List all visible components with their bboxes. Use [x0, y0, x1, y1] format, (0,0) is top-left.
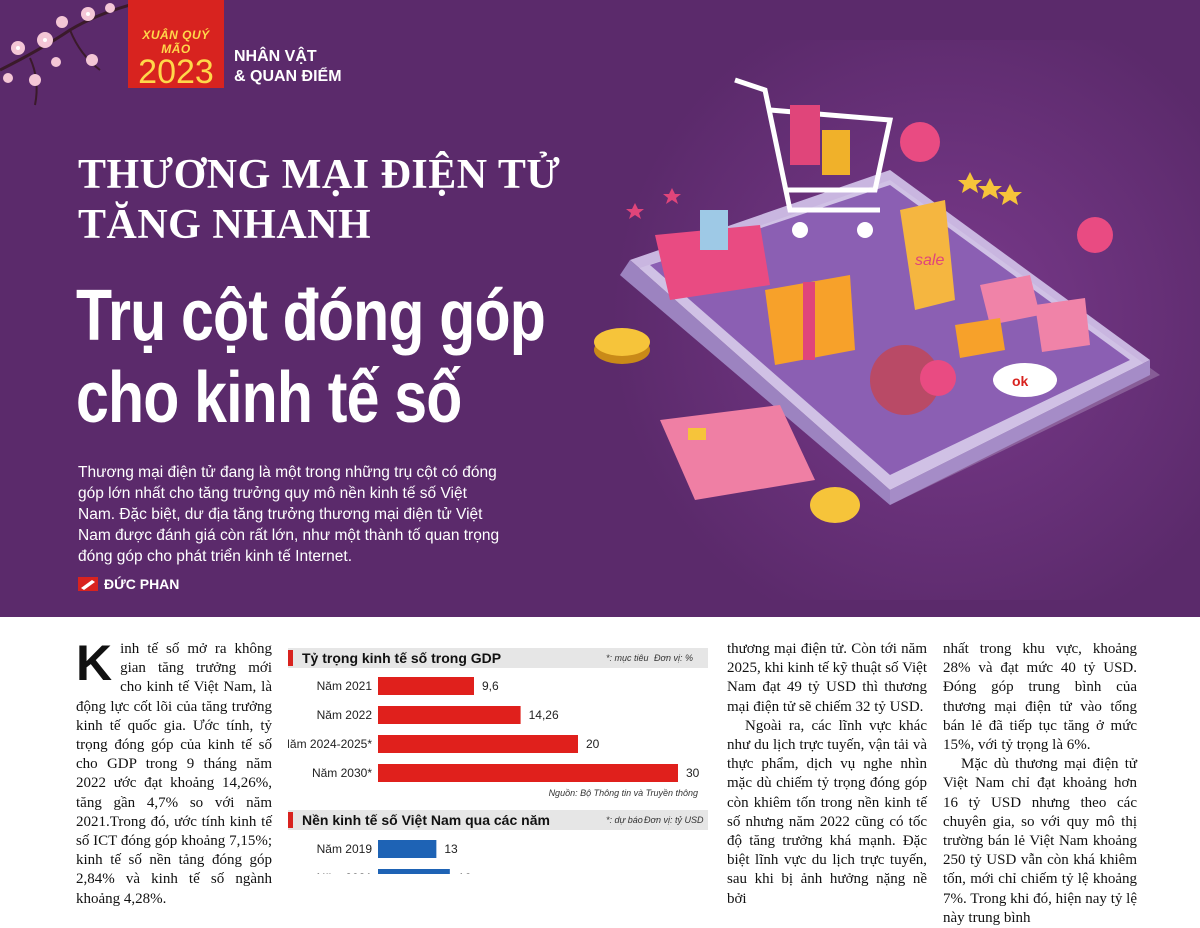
headline-line2: cho kinh tế số [76, 358, 462, 438]
chart-vietnam-digital-economy: Nền kinh tế số Việt Nam qua các năm *: d… [288, 810, 708, 874]
chart-digital-economy-gdp-share: Tỷ trọng kinh tế số trong GDP *: mục tiê… [281, 648, 708, 803]
chart-1-bar [378, 735, 578, 753]
chart-1-header: Tỷ trọng kinh tế số trong GDP *: mục tiê… [288, 648, 708, 668]
byline: ĐỨC PHAN [78, 576, 179, 592]
headline-line1: Trụ cột đóng góp [76, 276, 546, 356]
chart-2-category-label: Năm 2019 [317, 842, 373, 856]
kicker-line2: TĂNG NHANH [78, 202, 372, 248]
chart-1-note: *: mục tiêu [606, 653, 649, 663]
column-3-paragraph-1: thương mại điện tử. Còn tới năm 2025, kh… [727, 641, 927, 715]
section-label-line1: NHÂN VẬT [234, 48, 317, 65]
chart-1-bar [378, 677, 474, 695]
chart-2-bar [378, 840, 437, 858]
chart-1-source: Nguồn: Bộ Thông tin và Truyền thông [548, 788, 698, 798]
chart-1-category-label: Năm 2024-2025* [288, 737, 372, 751]
chart-2-accent [288, 812, 293, 828]
apricot-blossom-icon [0, 3, 131, 106]
chart-1-bar [378, 706, 521, 724]
tet-badge: XUÂN QUÝ MÃO 2023 [128, 0, 224, 91]
chart-2-bar [378, 869, 450, 874]
chart-1-value-label: 9,6 [482, 679, 499, 693]
chart-1-category-label: Năm 2022 [317, 708, 373, 722]
chart-2-unit: Đơn vị: tỷ USD [644, 815, 704, 825]
chart-1-bar [378, 764, 678, 782]
chart-1-value-label: 20 [586, 737, 600, 751]
chart-1-title: Tỷ trọng kinh tế số trong GDP [302, 650, 502, 666]
ecommerce-phone-illustration: sale ok [594, 77, 1160, 523]
section-label-line2: & QUAN ĐIỂM [234, 68, 342, 85]
article-headline: Trụ cột đóng góp cho kinh tế số [76, 275, 546, 439]
author-name: ĐỨC PHAN [104, 576, 180, 592]
chart-2-note: *: dự báo [606, 815, 643, 825]
svg-text:sale: sale [915, 252, 944, 269]
article-lead: Thương mại điện tử đang là một trong nhữ… [78, 464, 500, 565]
hero-banner: XUÂN QUÝ MÃO 2023 NHÂN VẬT & QUAN ĐIỂM T… [0, 0, 1200, 617]
article-column-4: nhất trong khu vực, khoảng 28% và đạt mứ… [943, 640, 1137, 928]
chart-2-category-label: Năm 2021 [317, 871, 373, 874]
svg-text:ok: ok [1012, 373, 1029, 389]
chart-1-value-label: 30 [686, 766, 700, 780]
chart-1-plot: Năm 2021 9,6 Năm 2022 14,26 Năm 2024-2025* 20… [281, 677, 700, 782]
chart-2-title: Nền kinh tế số Việt Nam qua các năm [302, 812, 550, 828]
article-kicker: THƯƠNG MẠI ĐIỆN TỬ TĂNG NHANH [78, 150, 598, 250]
pen-icon [78, 577, 98, 591]
chart-2-value-label: 16 [458, 871, 472, 874]
chart-1-accent [288, 650, 293, 666]
tet-label: XUÂN QUÝ MÃO [142, 28, 210, 56]
column-3-paragraph-2: Ngoài ra, các lĩnh vực khác như du lịch … [727, 717, 927, 907]
tet-year: 2023 [138, 53, 214, 91]
column-4-paragraph-1: nhất trong khu vực, khoảng 28% và đạt mứ… [943, 641, 1137, 754]
chart-1-value-label: 14,26 [529, 708, 559, 722]
article-column-3: thương mại điện tử. Còn tới năm 2025, kh… [727, 640, 927, 909]
chart-2-plot: Năm 2019 13 Năm 2021 16 [317, 840, 472, 874]
chart-2-header: Nền kinh tế số Việt Nam qua các năm *: d… [288, 810, 708, 830]
chart-2-value-label: 13 [444, 842, 458, 856]
chart-1-unit: Đơn vị: % [654, 653, 693, 663]
section-label: NHÂN VẬT & QUAN ĐIỂM [234, 47, 342, 87]
chart-1-category-label: Năm 2030* [312, 766, 372, 780]
column-4-paragraph-2: Mặc dù thương mại điện tử Việt Nam chỉ đ… [943, 756, 1137, 926]
dropcap: K [76, 635, 113, 691]
kicker-line1: THƯƠNG MẠI ĐIỆN TỬ [78, 152, 561, 198]
chart-1-category-label: Năm 2021 [317, 679, 373, 693]
